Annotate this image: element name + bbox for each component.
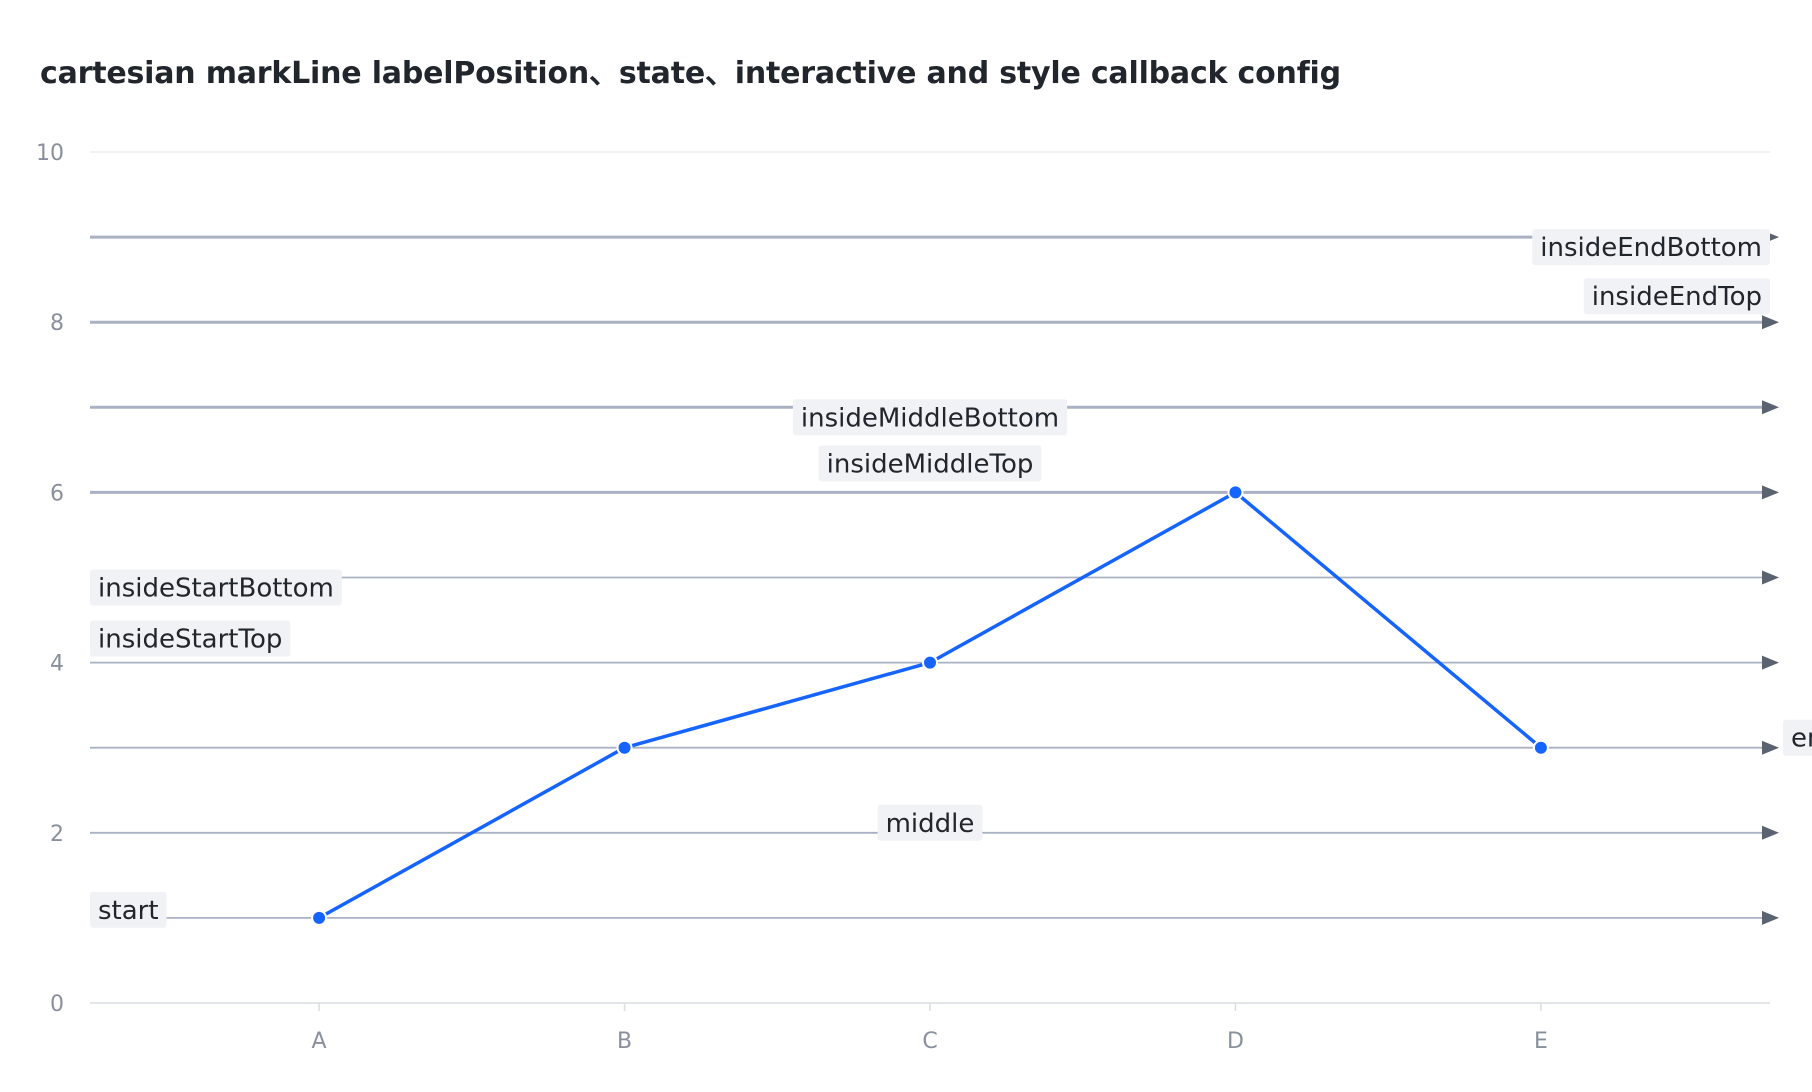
mark-lines xyxy=(90,230,1779,925)
mark-line-label-bg xyxy=(792,399,1068,436)
mark-line-label-text: start xyxy=(98,896,159,926)
mark-line-label-text: insideMiddleTop xyxy=(827,449,1034,479)
mark-line-label-text: insideStartBottom xyxy=(98,574,334,604)
mark-line-arrow xyxy=(1762,655,1779,670)
mark-line-label-bg xyxy=(818,445,1042,482)
mark-line-arrow xyxy=(1762,910,1779,925)
data-point[interactable] xyxy=(311,909,328,926)
x-tick-label: E xyxy=(1534,1029,1548,1054)
data-point[interactable] xyxy=(1227,484,1244,501)
mark-line-arrow xyxy=(1762,570,1779,585)
axes: 0 2 4 6 8 10 A B C D E xyxy=(36,141,1770,1054)
line-series xyxy=(311,484,1549,926)
mark-line-label-bg xyxy=(90,891,167,928)
mark-line-label-bg xyxy=(1532,229,1770,266)
mark-line-label: insideEndTop xyxy=(1583,278,1770,315)
mark-line-arrow xyxy=(1762,825,1779,840)
mark-line-label-text: insideEndBottom xyxy=(1540,233,1762,263)
y-tick-label: 0 xyxy=(50,992,64,1017)
x-tick-label: B xyxy=(617,1029,632,1054)
y-tick-label: 2 xyxy=(50,822,64,847)
mark-line-label-bg xyxy=(1783,719,1812,756)
mark-line-label: middle xyxy=(877,804,983,841)
chart-title: cartesian markLine labelPosition、state、i… xyxy=(40,56,1341,91)
y-tick-label: 4 xyxy=(50,652,64,677)
x-tick-label: C xyxy=(922,1029,937,1054)
mark-line-arrow xyxy=(1762,740,1779,755)
mark-line-label-bg xyxy=(877,804,983,841)
mark-line-label-bg xyxy=(90,620,291,657)
mark-line-label: insideMiddleBottom xyxy=(792,399,1068,436)
data-point[interactable] xyxy=(922,654,938,671)
mark-line-label-text: insideMiddleBottom xyxy=(801,403,1059,433)
mark-line-label-text: insideEndTop xyxy=(1592,282,1762,312)
mark-line-label: end xyxy=(1783,719,1812,756)
y-tick-label: 10 xyxy=(36,141,64,166)
mark-line-label: insideMiddleTop xyxy=(818,445,1042,482)
mark-line-arrow xyxy=(1762,485,1779,500)
mark-line-label-text: end xyxy=(1791,724,1812,754)
y-tick-label: 8 xyxy=(50,311,64,336)
y-tick-label: 6 xyxy=(50,481,64,506)
mark-line-label: insideStartTop xyxy=(90,620,291,657)
x-tick-label: A xyxy=(312,1029,327,1054)
mark-line-label: insideEndBottom xyxy=(1532,229,1770,266)
mark-line-label: insideStartBottom xyxy=(90,569,342,606)
mark-line-arrow xyxy=(1762,315,1779,330)
mark-line-label-text: middle xyxy=(886,809,975,839)
mark-line-arrow xyxy=(1762,400,1779,415)
mark-line-label-bg xyxy=(1583,278,1770,315)
mark-line-labels: start middle end insideStartTop insideStartB… xyxy=(90,229,1812,928)
mark-line-label-bg xyxy=(90,569,342,606)
mark-line-label: start xyxy=(90,891,167,928)
mark-line-label-text: insideStartTop xyxy=(98,625,282,655)
x-tick-label: D xyxy=(1227,1029,1244,1054)
series-line xyxy=(318,490,1543,920)
data-point[interactable] xyxy=(616,739,633,756)
data-point[interactable] xyxy=(1532,739,1549,756)
